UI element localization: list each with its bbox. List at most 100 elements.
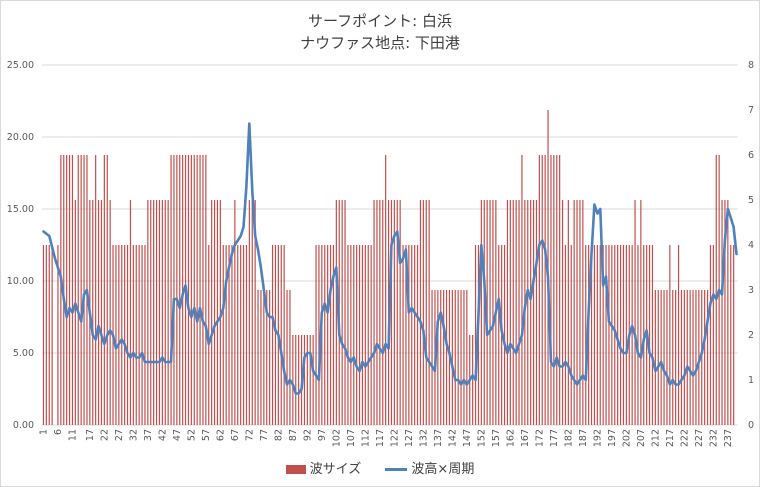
bar xyxy=(414,245,416,425)
bar xyxy=(231,245,233,425)
bar xyxy=(503,245,506,425)
bar xyxy=(306,335,308,425)
bar xyxy=(179,155,181,425)
bar xyxy=(399,200,401,425)
bar xyxy=(640,200,642,425)
bar xyxy=(234,200,236,425)
bar xyxy=(605,245,607,425)
bar xyxy=(657,290,659,425)
bar xyxy=(222,245,224,425)
legend-swatch-bars xyxy=(285,465,306,474)
x-tick-label: 52 xyxy=(186,429,197,441)
bar xyxy=(225,245,227,425)
bar xyxy=(466,290,468,425)
bar xyxy=(199,155,201,425)
line-series xyxy=(42,122,738,395)
bar xyxy=(666,290,668,425)
bar xyxy=(121,245,123,425)
x-tick-label: 117 xyxy=(375,429,386,447)
bar xyxy=(124,245,126,425)
x-tick-label: 37 xyxy=(143,429,154,441)
bar xyxy=(109,200,111,425)
legend-label-bars: 波サイズ xyxy=(309,462,362,477)
bar xyxy=(654,290,656,425)
bar xyxy=(617,245,619,425)
legend-swatch-line xyxy=(385,468,408,471)
chart-title-line2: ナウファス地点: 下田港 xyxy=(300,34,460,52)
bar xyxy=(216,200,219,425)
bar xyxy=(393,200,395,425)
bar xyxy=(324,245,326,425)
x-tick-label: 172 xyxy=(534,429,545,447)
x-tick-label: 72 xyxy=(244,429,255,441)
x-tick-label: 67 xyxy=(230,429,241,441)
bar xyxy=(590,245,593,425)
bar xyxy=(385,155,387,425)
bar xyxy=(283,245,285,425)
bar xyxy=(66,155,68,425)
bar xyxy=(622,245,625,425)
bar xyxy=(303,335,306,425)
x-tick-label: 102 xyxy=(331,429,342,447)
x-tick-label: 47 xyxy=(172,429,183,441)
legend-label-line: 波高×周期 xyxy=(411,462,475,477)
x-tick-label: 217 xyxy=(665,429,676,447)
bar xyxy=(428,200,430,425)
bar xyxy=(553,155,555,425)
bar xyxy=(329,245,332,425)
bar xyxy=(373,200,375,425)
x-tick-label: 142 xyxy=(447,429,458,447)
bar xyxy=(187,155,190,425)
bar xyxy=(672,290,674,425)
bar xyxy=(42,245,45,425)
bar xyxy=(431,290,433,425)
x-tick-label: 192 xyxy=(592,429,603,447)
x-tick-label: 177 xyxy=(549,429,560,447)
bar xyxy=(68,155,71,425)
bar xyxy=(692,290,694,425)
y-right-tick-label: 2 xyxy=(748,330,754,341)
x-tick-label: 107 xyxy=(346,429,357,447)
bar xyxy=(315,245,317,425)
x-tick-label: 1 xyxy=(38,429,49,435)
bar xyxy=(115,245,117,425)
bar xyxy=(706,290,709,425)
bar xyxy=(512,200,514,425)
bar xyxy=(474,245,477,425)
y-right-tick-label: 4 xyxy=(748,240,754,251)
bar xyxy=(443,290,445,425)
x-tick-label: 207 xyxy=(636,429,647,447)
x-tick-label: 147 xyxy=(462,429,473,447)
bar xyxy=(704,290,706,425)
bar xyxy=(405,245,407,425)
bar xyxy=(228,245,230,425)
bar xyxy=(341,200,343,425)
y-left-tick-label: 25.00 xyxy=(7,60,34,71)
bar xyxy=(498,245,500,425)
x-tick-label: 227 xyxy=(694,429,705,447)
bar xyxy=(382,200,384,425)
y-left-tick-label: 0.00 xyxy=(13,420,34,431)
x-tick-label: 232 xyxy=(708,429,719,447)
bar xyxy=(712,245,714,425)
bar xyxy=(663,290,665,425)
bar xyxy=(460,290,462,425)
x-tick-label: 22 xyxy=(99,429,110,441)
bar xyxy=(521,155,523,425)
bar xyxy=(269,290,271,425)
bar xyxy=(292,335,294,425)
bar xyxy=(599,245,601,425)
bar xyxy=(402,245,404,425)
bar xyxy=(164,200,166,425)
bar xyxy=(451,290,453,425)
bar xyxy=(356,245,358,425)
x-tick-label: 82 xyxy=(273,429,284,441)
bar xyxy=(167,200,169,425)
bar xyxy=(135,245,137,425)
x-tick-label: 182 xyxy=(563,429,574,447)
bar xyxy=(695,290,697,425)
y-left-tick-label: 20.00 xyxy=(7,132,34,143)
bar xyxy=(561,200,564,425)
bar xyxy=(457,290,459,425)
x-tick-label: 222 xyxy=(679,429,690,447)
